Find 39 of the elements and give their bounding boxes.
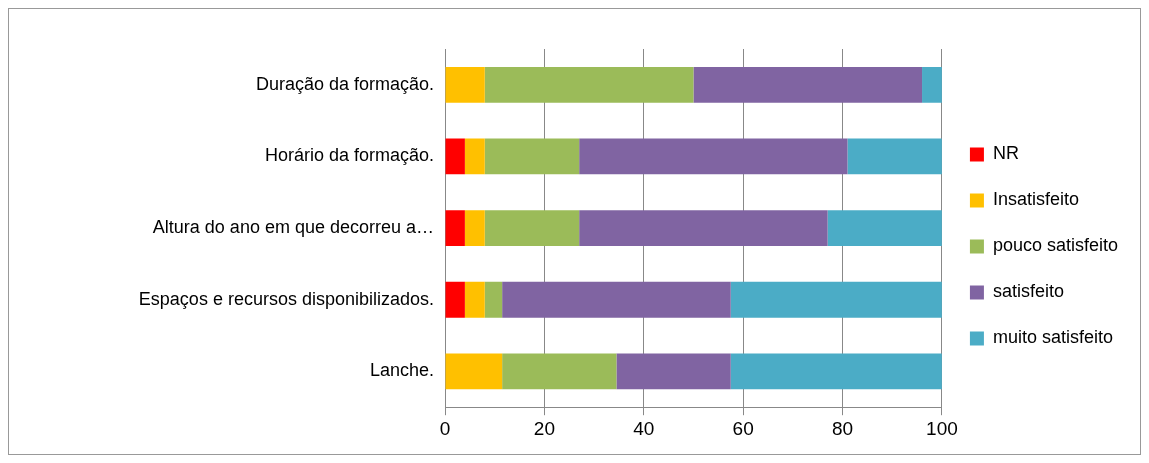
x-tick-label: 0: [439, 417, 451, 439]
bar: [445, 210, 465, 247]
legend-label: Insatisfeito: [992, 189, 1079, 210]
legend-label: muito satisfeito: [992, 327, 1113, 348]
bar: [464, 138, 485, 175]
x-tick-label: 80: [831, 417, 854, 439]
x-tick-label: 100: [926, 417, 958, 439]
bar: [730, 353, 942, 390]
x-tick-label: 40: [633, 417, 655, 439]
bar: [445, 281, 465, 318]
bar: [502, 353, 617, 390]
bar: [484, 66, 694, 103]
bar: [616, 353, 731, 390]
bar: [579, 138, 848, 175]
x-tick-label: 60: [732, 417, 754, 439]
bar: [484, 281, 503, 318]
bar: [464, 210, 485, 247]
bar: [445, 138, 465, 175]
bar: [445, 353, 503, 390]
bar: [445, 66, 485, 103]
y-tick-label: Espaços e recursos disponibilizados.: [138, 288, 434, 309]
legend-label: pouco satisfeito: [992, 235, 1118, 256]
x-tick-label: 20: [533, 417, 555, 439]
y-tick-label: Altura do ano em que decorreu a…: [152, 217, 434, 238]
bar: [693, 66, 923, 103]
bar: [827, 210, 942, 247]
y-tick-label: Duração da formação.: [255, 73, 434, 94]
bar: [579, 210, 828, 247]
bar: [484, 138, 580, 175]
legend-label: satisfeito: [992, 281, 1064, 302]
y-tick-label: Lanche.: [369, 360, 434, 381]
bar: [922, 66, 942, 103]
bar: [730, 281, 942, 318]
bar: [502, 281, 731, 318]
legend-label: NR: [992, 143, 1019, 164]
y-tick-label: Horário da formação.: [264, 145, 434, 166]
bar: [464, 281, 485, 318]
bar: [484, 210, 580, 247]
bar: [847, 138, 942, 175]
